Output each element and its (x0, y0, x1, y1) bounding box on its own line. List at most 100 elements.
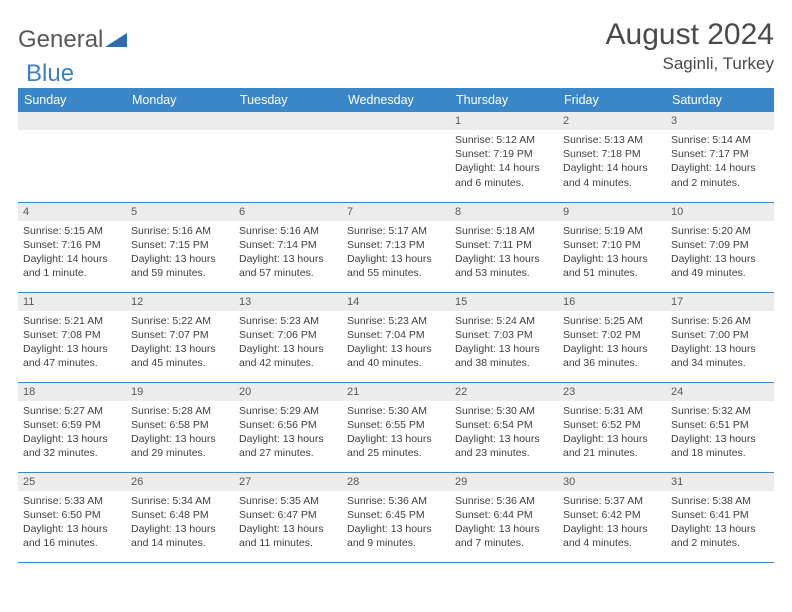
day-number: 24 (666, 383, 774, 401)
calendar-cell (126, 112, 234, 202)
day-number (234, 112, 342, 130)
day-details: Sunrise: 5:26 AMSunset: 7:00 PMDaylight:… (666, 311, 774, 373)
day-number: 17 (666, 293, 774, 311)
day-number: 26 (126, 473, 234, 491)
calendar-cell: 29Sunrise: 5:36 AMSunset: 6:44 PMDayligh… (450, 472, 558, 562)
weekday-header-row: Sunday Monday Tuesday Wednesday Thursday… (18, 88, 774, 112)
day-number: 10 (666, 203, 774, 221)
calendar-cell: 1Sunrise: 5:12 AMSunset: 7:19 PMDaylight… (450, 112, 558, 202)
calendar-row: 4Sunrise: 5:15 AMSunset: 7:16 PMDaylight… (18, 202, 774, 292)
day-number: 19 (126, 383, 234, 401)
day-number: 8 (450, 203, 558, 221)
day-number: 11 (18, 293, 126, 311)
day-number: 12 (126, 293, 234, 311)
day-details: Sunrise: 5:21 AMSunset: 7:08 PMDaylight:… (18, 311, 126, 373)
calendar-cell: 20Sunrise: 5:29 AMSunset: 6:56 PMDayligh… (234, 382, 342, 472)
weekday-header: Wednesday (342, 88, 450, 112)
day-details: Sunrise: 5:32 AMSunset: 6:51 PMDaylight:… (666, 401, 774, 463)
calendar-cell: 23Sunrise: 5:31 AMSunset: 6:52 PMDayligh… (558, 382, 666, 472)
calendar-cell: 2Sunrise: 5:13 AMSunset: 7:18 PMDaylight… (558, 112, 666, 202)
weekday-header: Saturday (666, 88, 774, 112)
calendar-cell: 4Sunrise: 5:15 AMSunset: 7:16 PMDaylight… (18, 202, 126, 292)
day-number: 25 (18, 473, 126, 491)
calendar-cell (234, 112, 342, 202)
calendar-cell: 24Sunrise: 5:32 AMSunset: 6:51 PMDayligh… (666, 382, 774, 472)
day-details: Sunrise: 5:30 AMSunset: 6:55 PMDaylight:… (342, 401, 450, 463)
day-details: Sunrise: 5:29 AMSunset: 6:56 PMDaylight:… (234, 401, 342, 463)
calendar-cell: 14Sunrise: 5:23 AMSunset: 7:04 PMDayligh… (342, 292, 450, 382)
day-details: Sunrise: 5:19 AMSunset: 7:10 PMDaylight:… (558, 221, 666, 283)
calendar-cell: 31Sunrise: 5:38 AMSunset: 6:41 PMDayligh… (666, 472, 774, 562)
calendar-cell: 6Sunrise: 5:16 AMSunset: 7:14 PMDaylight… (234, 202, 342, 292)
day-details: Sunrise: 5:16 AMSunset: 7:14 PMDaylight:… (234, 221, 342, 283)
day-details: Sunrise: 5:28 AMSunset: 6:58 PMDaylight:… (126, 401, 234, 463)
weekday-header: Monday (126, 88, 234, 112)
calendar-cell: 28Sunrise: 5:36 AMSunset: 6:45 PMDayligh… (342, 472, 450, 562)
day-number: 7 (342, 203, 450, 221)
weekday-header: Thursday (450, 88, 558, 112)
day-number: 13 (234, 293, 342, 311)
day-number: 31 (666, 473, 774, 491)
day-details: Sunrise: 5:31 AMSunset: 6:52 PMDaylight:… (558, 401, 666, 463)
calendar-table: Sunday Monday Tuesday Wednesday Thursday… (18, 88, 774, 563)
day-details: Sunrise: 5:36 AMSunset: 6:45 PMDaylight:… (342, 491, 450, 553)
page-subtitle: Saginli, Turkey (606, 54, 774, 74)
logo-text-blue: Blue (26, 60, 74, 88)
calendar-cell: 11Sunrise: 5:21 AMSunset: 7:08 PMDayligh… (18, 292, 126, 382)
day-details: Sunrise: 5:15 AMSunset: 7:16 PMDaylight:… (18, 221, 126, 283)
day-number: 3 (666, 112, 774, 130)
calendar-cell: 8Sunrise: 5:18 AMSunset: 7:11 PMDaylight… (450, 202, 558, 292)
calendar-row: 1Sunrise: 5:12 AMSunset: 7:19 PMDaylight… (18, 112, 774, 202)
day-number: 4 (18, 203, 126, 221)
day-details: Sunrise: 5:17 AMSunset: 7:13 PMDaylight:… (342, 221, 450, 283)
calendar-cell: 22Sunrise: 5:30 AMSunset: 6:54 PMDayligh… (450, 382, 558, 472)
calendar-row: 18Sunrise: 5:27 AMSunset: 6:59 PMDayligh… (18, 382, 774, 472)
calendar-cell: 13Sunrise: 5:23 AMSunset: 7:06 PMDayligh… (234, 292, 342, 382)
calendar-row: 11Sunrise: 5:21 AMSunset: 7:08 PMDayligh… (18, 292, 774, 382)
weekday-header: Friday (558, 88, 666, 112)
day-details: Sunrise: 5:24 AMSunset: 7:03 PMDaylight:… (450, 311, 558, 373)
logo-triangle-icon (105, 31, 129, 54)
day-details: Sunrise: 5:23 AMSunset: 7:04 PMDaylight:… (342, 311, 450, 373)
day-number: 21 (342, 383, 450, 401)
day-number: 5 (126, 203, 234, 221)
day-number: 30 (558, 473, 666, 491)
day-number (18, 112, 126, 130)
weekday-header: Tuesday (234, 88, 342, 112)
calendar-cell: 3Sunrise: 5:14 AMSunset: 7:17 PMDaylight… (666, 112, 774, 202)
calendar-cell (342, 112, 450, 202)
calendar-cell: 18Sunrise: 5:27 AMSunset: 6:59 PMDayligh… (18, 382, 126, 472)
day-details: Sunrise: 5:14 AMSunset: 7:17 PMDaylight:… (666, 130, 774, 192)
day-number: 2 (558, 112, 666, 130)
title-block: August 2024 Saginli, Turkey (606, 18, 774, 74)
day-details: Sunrise: 5:36 AMSunset: 6:44 PMDaylight:… (450, 491, 558, 553)
day-details: Sunrise: 5:27 AMSunset: 6:59 PMDaylight:… (18, 401, 126, 463)
page-title: August 2024 (606, 18, 774, 52)
calendar-cell: 26Sunrise: 5:34 AMSunset: 6:48 PMDayligh… (126, 472, 234, 562)
day-number: 23 (558, 383, 666, 401)
day-number: 14 (342, 293, 450, 311)
calendar-cell: 7Sunrise: 5:17 AMSunset: 7:13 PMDaylight… (342, 202, 450, 292)
day-number: 18 (18, 383, 126, 401)
day-number (126, 112, 234, 130)
day-details: Sunrise: 5:18 AMSunset: 7:11 PMDaylight:… (450, 221, 558, 283)
day-details: Sunrise: 5:22 AMSunset: 7:07 PMDaylight:… (126, 311, 234, 373)
day-details: Sunrise: 5:20 AMSunset: 7:09 PMDaylight:… (666, 221, 774, 283)
day-details: Sunrise: 5:13 AMSunset: 7:18 PMDaylight:… (558, 130, 666, 192)
calendar-cell: 17Sunrise: 5:26 AMSunset: 7:00 PMDayligh… (666, 292, 774, 382)
day-details: Sunrise: 5:33 AMSunset: 6:50 PMDaylight:… (18, 491, 126, 553)
calendar-cell: 12Sunrise: 5:22 AMSunset: 7:07 PMDayligh… (126, 292, 234, 382)
calendar-cell: 9Sunrise: 5:19 AMSunset: 7:10 PMDaylight… (558, 202, 666, 292)
day-details: Sunrise: 5:35 AMSunset: 6:47 PMDaylight:… (234, 491, 342, 553)
day-number (342, 112, 450, 130)
calendar-cell: 15Sunrise: 5:24 AMSunset: 7:03 PMDayligh… (450, 292, 558, 382)
calendar-cell: 5Sunrise: 5:16 AMSunset: 7:15 PMDaylight… (126, 202, 234, 292)
calendar-row: 25Sunrise: 5:33 AMSunset: 6:50 PMDayligh… (18, 472, 774, 562)
day-details: Sunrise: 5:12 AMSunset: 7:19 PMDaylight:… (450, 130, 558, 192)
day-number: 16 (558, 293, 666, 311)
calendar-cell: 27Sunrise: 5:35 AMSunset: 6:47 PMDayligh… (234, 472, 342, 562)
day-number: 22 (450, 383, 558, 401)
day-details: Sunrise: 5:38 AMSunset: 6:41 PMDaylight:… (666, 491, 774, 553)
day-number: 9 (558, 203, 666, 221)
calendar-cell: 30Sunrise: 5:37 AMSunset: 6:42 PMDayligh… (558, 472, 666, 562)
